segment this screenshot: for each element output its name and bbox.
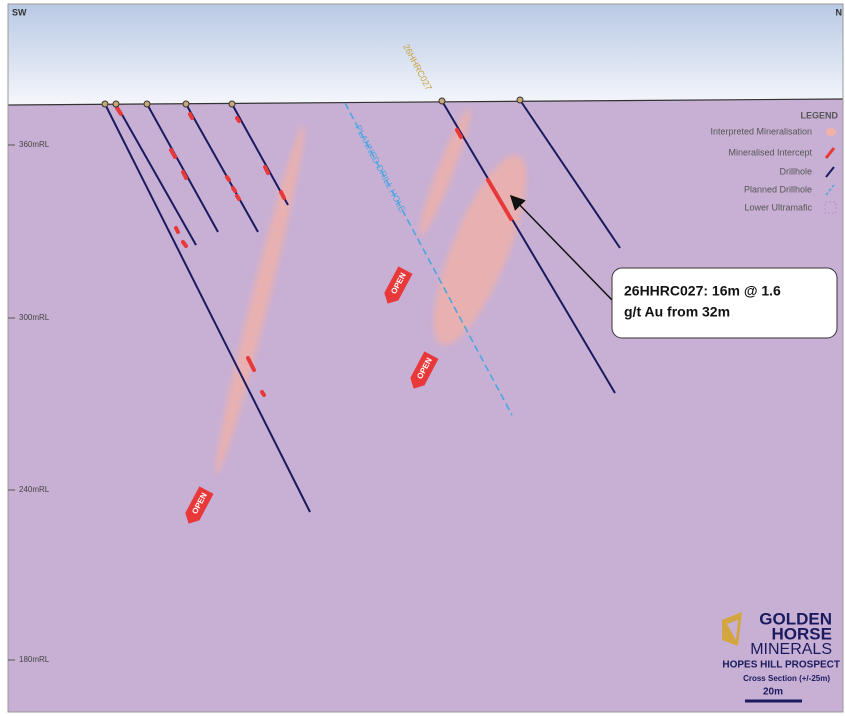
legend-item: Mineralised Intercept — [728, 147, 812, 157]
frame — [7, 3, 844, 713]
open-arrow — [410, 351, 439, 389]
logo-text: GOLDEN — [759, 609, 832, 628]
logo-text: MINERALS — [750, 641, 832, 658]
prospect: HOPES HILL PROSPECT — [722, 660, 840, 671]
scale-label: 20m — [763, 687, 783, 698]
direction: N — [836, 7, 843, 17]
logo-mark — [722, 612, 742, 646]
callout-text: g/t Au from 32m — [624, 304, 730, 320]
direction: SW — [12, 7, 27, 17]
legend-symbols — [824, 128, 837, 214]
legend-title: LEGEND — [800, 110, 838, 120]
callout-box — [611, 267, 838, 339]
rl-label: 360mRL — [19, 140, 50, 149]
callout-text: 26HHRC027: 16m @ 1.6 — [624, 283, 781, 299]
sky — [8, 4, 843, 104]
open-label: OPEN — [384, 266, 413, 304]
logo-text: HORSE — [772, 624, 832, 643]
open-arrow — [384, 266, 413, 304]
legend-item: Planned Drillhole — [744, 184, 812, 194]
rl-label: 300mRL — [19, 313, 50, 322]
rl-label: 240mRL — [19, 485, 50, 494]
open-label: OPEN — [410, 351, 439, 389]
callout-arrow — [509, 194, 613, 301]
rl-axis — [8, 144, 15, 661]
open-arrow — [185, 486, 214, 524]
collars — [101, 96, 524, 108]
drillholes — [104, 99, 621, 513]
section: Cross Section (+/-25m) — [743, 674, 830, 683]
legend-item: Drillhole — [779, 166, 812, 176]
rl-label: 180mRL — [19, 655, 50, 664]
legend-item: Interpreted Mineralisation — [710, 126, 812, 136]
planned-drillhole — [344, 102, 513, 416]
legend-item: Lower Ultramafic — [744, 202, 812, 212]
intercepts — [115, 106, 513, 397]
open-label: OPEN — [185, 486, 214, 524]
open-labels: OPEN OPEN OPEN — [185, 266, 439, 524]
ground — [8, 99, 843, 712]
